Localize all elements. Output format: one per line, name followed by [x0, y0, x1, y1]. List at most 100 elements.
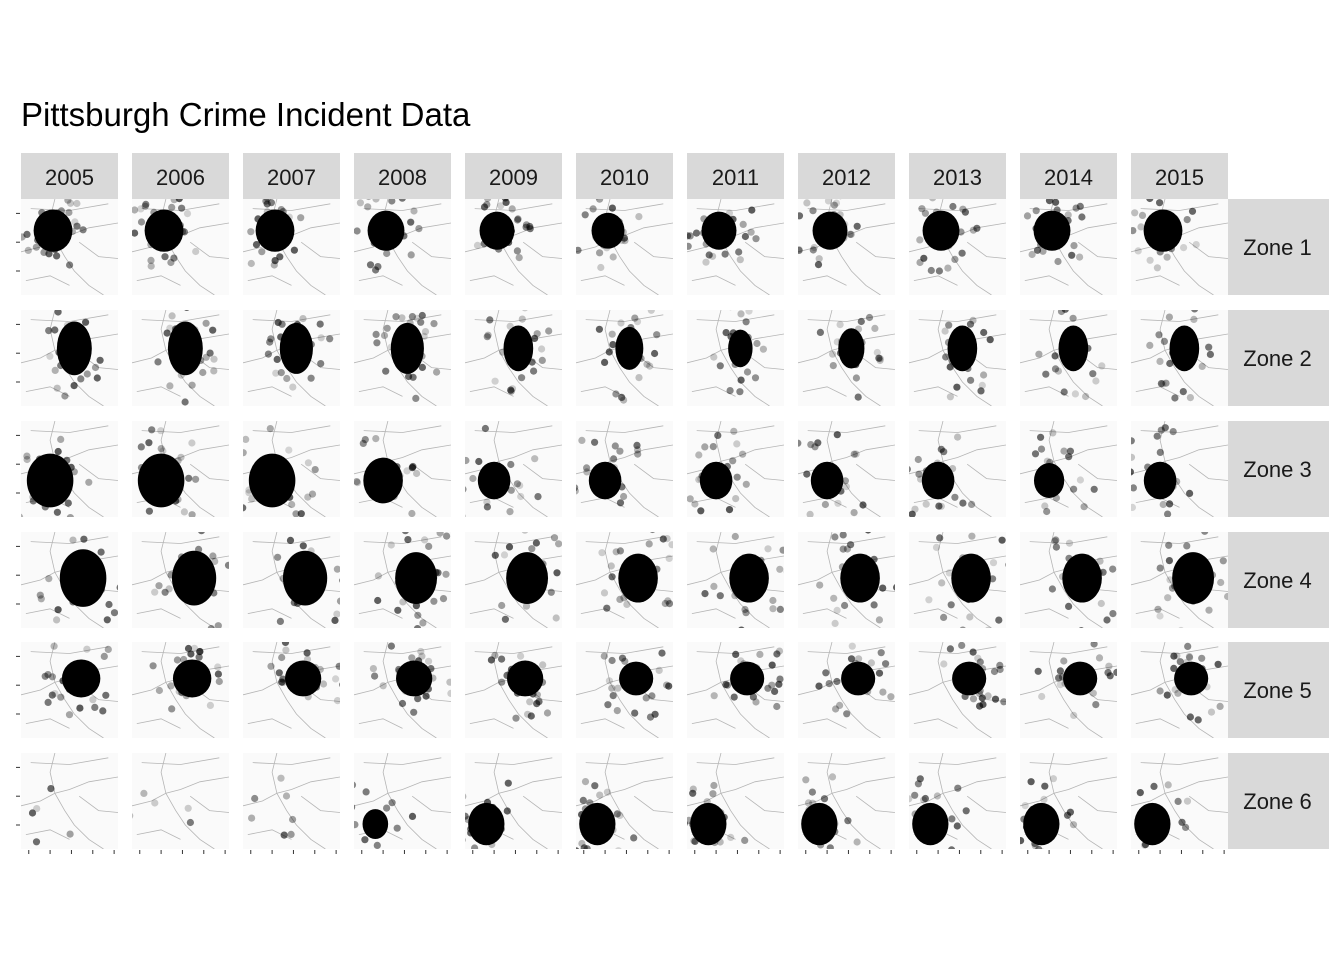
point — [600, 652, 608, 660]
point — [498, 655, 506, 663]
point — [1090, 485, 1098, 493]
point — [601, 358, 609, 366]
point — [54, 310, 62, 316]
point-cluster — [279, 322, 313, 374]
point — [1077, 631, 1084, 638]
point — [430, 597, 438, 605]
point — [73, 222, 81, 230]
point — [1070, 711, 1078, 720]
point — [149, 662, 157, 670]
point — [1053, 206, 1061, 214]
point — [383, 249, 391, 258]
point — [1120, 464, 1127, 471]
point — [91, 363, 100, 372]
point — [615, 218, 623, 226]
point — [89, 696, 97, 704]
point — [511, 628, 518, 635]
column-strip-2009 — [465, 153, 562, 199]
point — [137, 464, 146, 472]
point — [810, 243, 818, 252]
point — [70, 558, 78, 566]
point — [833, 677, 841, 686]
point — [576, 847, 580, 849]
point — [165, 585, 173, 593]
panel-zone-4-2012 — [798, 532, 895, 628]
point — [522, 602, 531, 610]
point — [195, 545, 203, 554]
point — [53, 616, 61, 624]
point — [145, 439, 153, 447]
point — [1146, 256, 1154, 264]
point — [53, 384, 61, 392]
point — [383, 804, 391, 812]
point — [612, 548, 620, 556]
point — [417, 318, 425, 326]
point — [339, 682, 340, 687]
point — [36, 455, 44, 463]
point — [1203, 683, 1211, 691]
point — [185, 474, 193, 482]
point — [1037, 445, 1046, 453]
point — [947, 601, 955, 609]
point — [69, 363, 77, 371]
point — [1028, 525, 1035, 532]
point — [503, 807, 511, 815]
point — [703, 798, 711, 806]
point — [178, 204, 186, 212]
point — [191, 634, 198, 641]
point — [315, 584, 323, 592]
point — [277, 333, 285, 341]
point — [804, 854, 811, 861]
point — [36, 591, 44, 599]
point — [875, 616, 884, 624]
point — [933, 459, 942, 467]
point — [258, 248, 266, 256]
point — [175, 199, 183, 203]
point — [69, 322, 77, 330]
point — [990, 667, 999, 676]
point — [751, 298, 758, 305]
point — [1161, 814, 1169, 822]
point — [1021, 802, 1029, 810]
point — [980, 371, 988, 379]
row-strip-zone-1 — [1226, 199, 1329, 295]
point — [1068, 251, 1076, 259]
point — [507, 460, 515, 469]
point — [751, 374, 760, 382]
point — [281, 642, 290, 646]
panel-zone-5-2005 — [21, 642, 118, 738]
point — [137, 218, 146, 226]
point — [1060, 303, 1067, 310]
point — [174, 484, 182, 492]
point — [97, 548, 105, 556]
point — [278, 320, 286, 328]
point — [147, 256, 155, 264]
point — [176, 221, 184, 229]
point — [591, 782, 599, 790]
point-cluster — [1143, 209, 1183, 252]
point — [1051, 537, 1059, 545]
column-strip-label: 2009 — [489, 165, 538, 190]
panel-zone-6-2005 — [21, 753, 118, 849]
point — [1219, 557, 1227, 565]
point — [37, 595, 45, 603]
point — [865, 532, 872, 534]
point — [954, 784, 962, 792]
point — [167, 682, 175, 690]
point — [224, 561, 229, 569]
point — [1029, 805, 1037, 813]
point — [1173, 652, 1181, 660]
point — [616, 595, 624, 604]
point — [412, 602, 420, 610]
point — [167, 571, 175, 579]
point — [1041, 782, 1049, 790]
axis-ticks — [16, 212, 1225, 854]
point — [51, 366, 59, 374]
point — [180, 655, 188, 664]
point — [272, 213, 281, 221]
point — [208, 572, 216, 581]
point — [187, 650, 195, 658]
point — [1070, 485, 1078, 493]
point — [159, 460, 167, 468]
point — [77, 375, 85, 383]
